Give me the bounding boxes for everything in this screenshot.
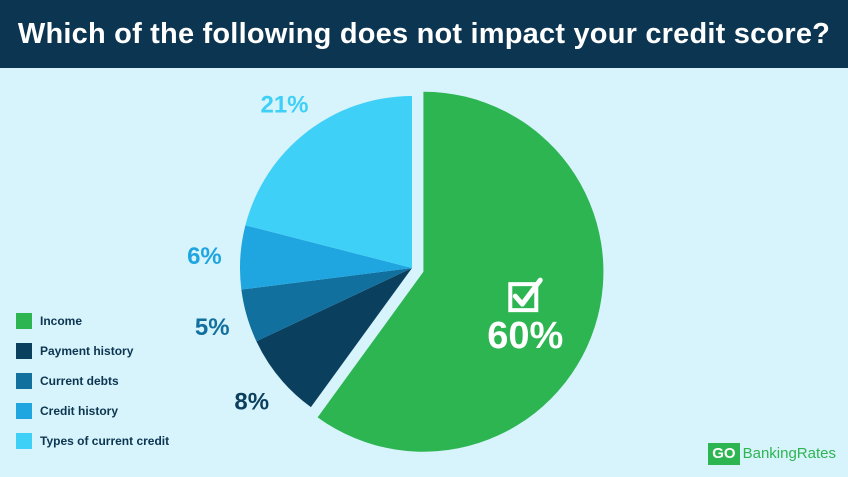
legend-item-types-of-current-credit: Types of current credit bbox=[16, 432, 169, 450]
legend-label: Payment history bbox=[40, 344, 134, 358]
data-label-payment-history: 8% bbox=[234, 389, 269, 416]
legend-swatch bbox=[16, 343, 32, 359]
checkbox-check-icon bbox=[508, 277, 543, 313]
legend-item-current-debts: Current debts bbox=[16, 372, 169, 390]
pie-slice-types-of-current-credit bbox=[245, 96, 412, 268]
legend-label: Credit history bbox=[40, 404, 119, 418]
pie-slice-income bbox=[317, 91, 604, 452]
data-label-types-of-current-credit: 21% bbox=[260, 92, 308, 119]
data-label-current-debts: 5% bbox=[195, 314, 230, 341]
legend-swatch bbox=[16, 403, 32, 419]
header-bar: Which of the following does not impact y… bbox=[0, 0, 848, 68]
brand-logo-text: BankingRates bbox=[742, 445, 836, 462]
pie-slice-payment-history bbox=[256, 268, 412, 408]
page-title: Which of the following does not impact y… bbox=[17, 17, 831, 50]
pie-chart: 60% 8% 5% 6% 21% bbox=[187, 91, 604, 452]
legend-item-credit-history: Credit history bbox=[16, 402, 169, 420]
legend-swatch bbox=[16, 433, 32, 449]
legend-swatch bbox=[16, 313, 32, 329]
brand-logo-go: GO bbox=[708, 443, 740, 465]
data-label-credit-history: 6% bbox=[187, 243, 222, 270]
brand-logo: GO BankingRates bbox=[708, 443, 836, 465]
pie-slice-current-debts bbox=[241, 268, 412, 342]
legend-label: Income bbox=[40, 314, 83, 328]
legend-label: Types of current credit bbox=[40, 434, 170, 448]
data-label-income: 60% bbox=[487, 315, 563, 357]
legend-item-income: Income bbox=[16, 312, 169, 330]
legend: Income Payment history Current debts Cre… bbox=[16, 312, 169, 450]
legend-swatch bbox=[16, 373, 32, 389]
legend-label: Current debts bbox=[40, 374, 119, 388]
pie-slice-credit-history bbox=[240, 225, 412, 290]
legend-item-payment-history: Payment history bbox=[16, 342, 169, 360]
